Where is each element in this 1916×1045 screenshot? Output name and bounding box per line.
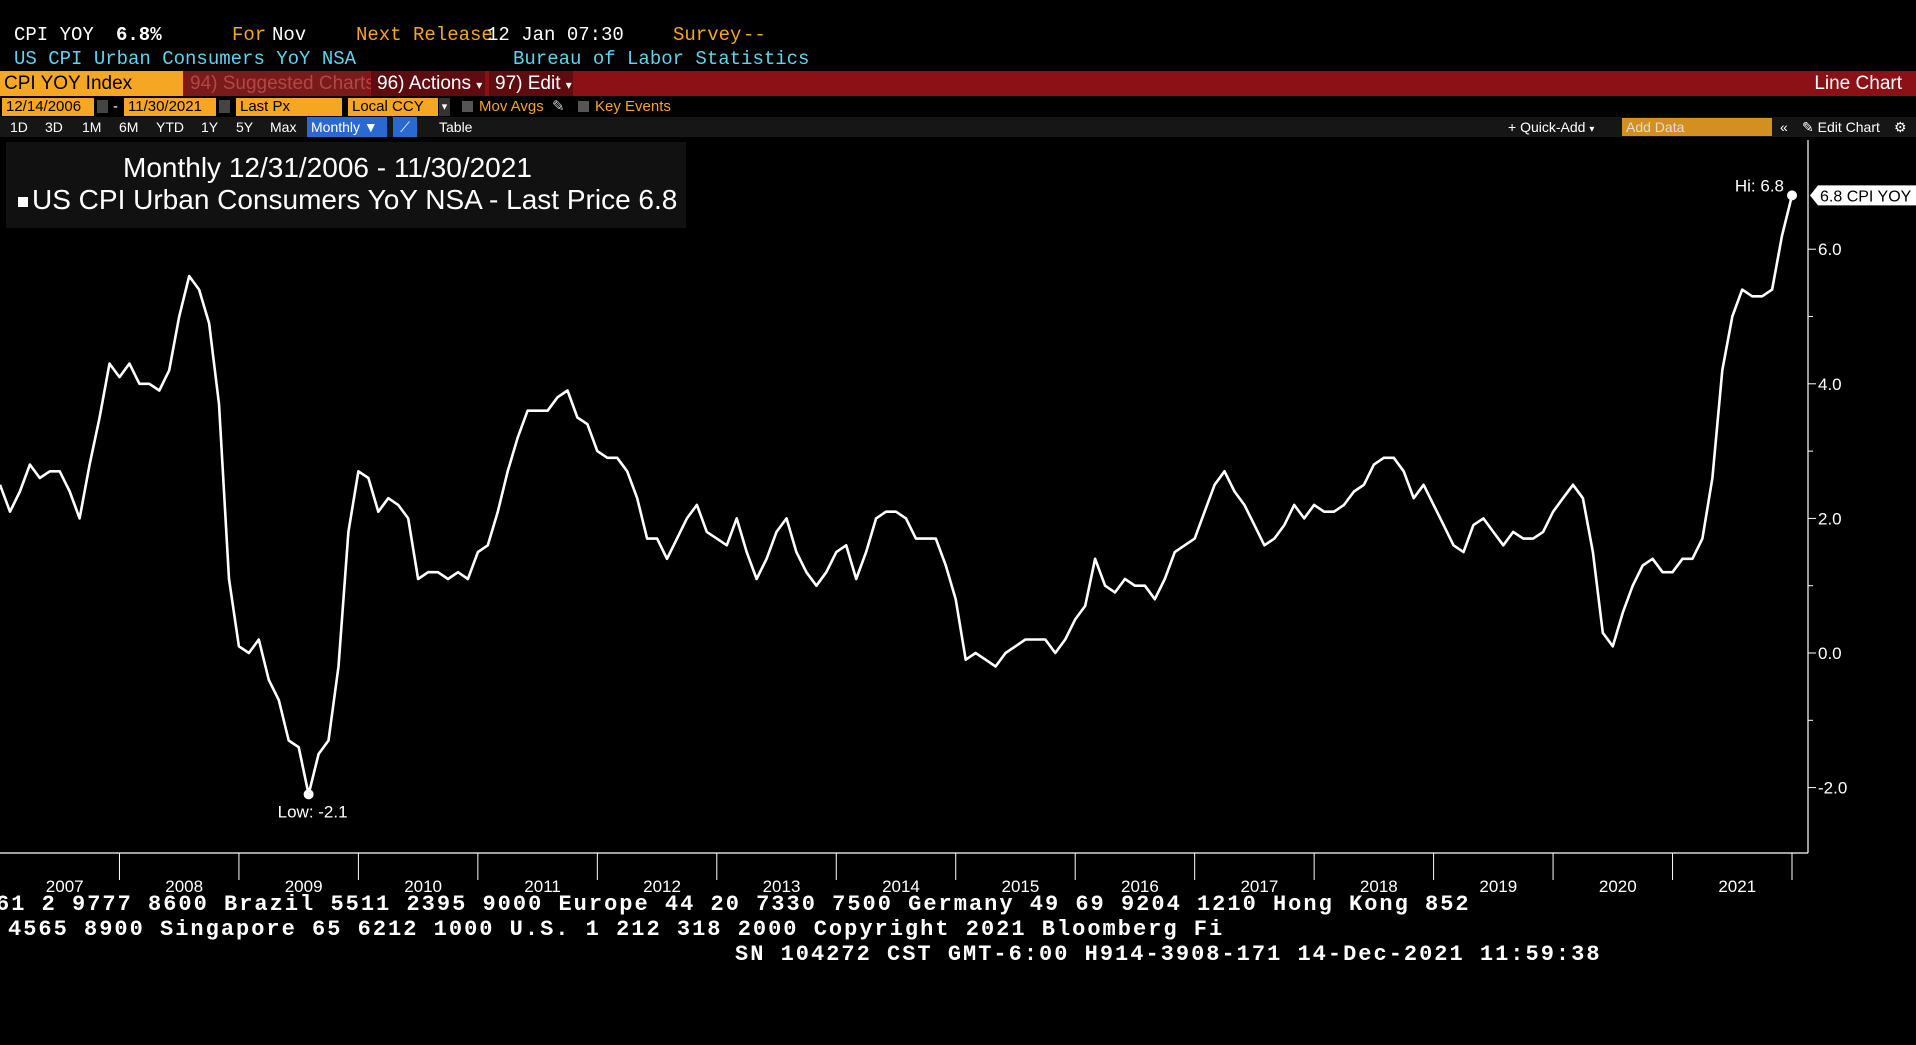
chevron-down-icon: ▾ bbox=[1589, 124, 1595, 135]
range-1d[interactable]: 1D bbox=[10, 119, 28, 135]
x-tick-label: 2010 bbox=[404, 877, 442, 896]
range-3d[interactable]: 3D bbox=[45, 119, 63, 135]
range-1y[interactable]: 1Y bbox=[201, 119, 219, 135]
x-tick-label: 2008 bbox=[165, 877, 203, 896]
x-tick-label: 2012 bbox=[643, 877, 681, 896]
range-1m[interactable]: 1M bbox=[82, 119, 102, 135]
x-tick-label: 2019 bbox=[1479, 877, 1517, 896]
suggested-charts-button[interactable]: 94) Suggested Charts bbox=[186, 71, 375, 96]
series-swatch bbox=[18, 196, 28, 207]
low-annotation: Low: -2.1 bbox=[278, 802, 348, 821]
chart-type-label[interactable]: Line Chart bbox=[1814, 73, 1902, 94]
legend-title: Monthly 12/31/2006 - 11/30/2021 bbox=[123, 152, 532, 183]
key-events-label: Key Events bbox=[595, 98, 671, 115]
gear-icon[interactable]: ⚙ bbox=[1894, 119, 1907, 135]
x-tick-label: 2020 bbox=[1599, 877, 1637, 896]
calendar-icon[interactable] bbox=[97, 100, 108, 113]
legend-series-label: US CPI Urban Consumers YoY NSA - Last Pr… bbox=[32, 184, 678, 215]
currency-select[interactable]: Local CCY bbox=[348, 98, 438, 116]
for-label: For bbox=[232, 24, 267, 46]
add-data-input[interactable]: Add Data bbox=[1622, 118, 1772, 136]
key-events-checkbox[interactable] bbox=[578, 101, 589, 112]
series-description: US CPI Urban Consumers YoY NSA bbox=[14, 48, 357, 70]
end-date-input[interactable]: 11/30/2021 bbox=[124, 98, 216, 116]
date-separator: - bbox=[113, 98, 118, 115]
next-release-value: 12 Jan 07:30 bbox=[487, 24, 624, 46]
x-tick-label: 2007 bbox=[46, 877, 84, 896]
legend: Monthly 12/31/2006 - 11/30/2021 US CPI U… bbox=[6, 142, 686, 228]
line-chart-icon[interactable]: ⟋ bbox=[393, 117, 417, 137]
chevron-down-icon: ▾ bbox=[476, 78, 483, 92]
chevron-down-icon: ▾ bbox=[565, 78, 572, 92]
pencil-icon: ✎ bbox=[1802, 119, 1814, 135]
edit-menu[interactable]: 97) Edit ▾ bbox=[489, 71, 573, 96]
cpi-yoy-series-line bbox=[0, 195, 1794, 796]
y-tick-label: 0.0 bbox=[1818, 644, 1842, 663]
chevron-down-icon: ▼ bbox=[363, 119, 378, 135]
ticker-label: CPI YOY bbox=[14, 24, 94, 46]
low-point bbox=[303, 789, 314, 800]
range-6m[interactable]: 6M bbox=[119, 119, 139, 135]
period-select[interactable]: Monthly ▼ bbox=[307, 117, 387, 137]
x-tick-label: 2016 bbox=[1121, 877, 1159, 896]
hi-annotation: Hi: 6.8 bbox=[1735, 176, 1784, 195]
x-tick-label: 2017 bbox=[1240, 877, 1278, 896]
quick-add-label: + Quick-Add bbox=[1508, 119, 1586, 135]
actions-label: 96) Actions bbox=[377, 73, 471, 94]
last-value: 6.8% bbox=[116, 24, 162, 46]
y-tick-label: 4.0 bbox=[1818, 375, 1842, 394]
range-max[interactable]: Max bbox=[270, 119, 297, 135]
line-chart[interactable]: 6.0 4.0 2.0 0.0 -2.0 2007 2008 2009 2010 2011 201… bbox=[0, 140, 1916, 1045]
period-label: Monthly bbox=[311, 119, 361, 135]
footer-line-2: 4565 8900 Singapore 65 6212 1000 U.S. 1 … bbox=[8, 917, 1225, 942]
actions-menu[interactable]: 96) Actions ▾ bbox=[371, 71, 485, 96]
x-tick-label: 2015 bbox=[1002, 877, 1040, 896]
edit-chart-button[interactable]: ✎ Edit Chart bbox=[1802, 117, 1880, 137]
security-field[interactable]: CPI YOY Index bbox=[0, 71, 183, 96]
footer-line-3: SN 104272 CST GMT-6:00 H914-3908-171 14-… bbox=[735, 942, 1602, 967]
x-tick-label: 2021 bbox=[1718, 877, 1756, 896]
mov-avgs-checkbox[interactable] bbox=[462, 101, 473, 112]
field-select[interactable]: Last Px bbox=[236, 98, 342, 116]
survey-value: -- bbox=[743, 24, 766, 46]
last-price-tag-label: 6.8 CPI YOY bbox=[1820, 188, 1912, 205]
range-ytd[interactable]: YTD bbox=[156, 119, 184, 135]
x-tick-label: 2014 bbox=[882, 877, 920, 896]
table-button[interactable]: Table bbox=[439, 119, 473, 135]
next-release-label: Next Release bbox=[356, 24, 493, 46]
hi-point bbox=[1787, 190, 1797, 201]
footer-line-1: 61 2 9777 8600 Brazil 5511 2395 9000 Eur… bbox=[0, 892, 1471, 917]
range-bar bbox=[0, 117, 1916, 137]
calendar-icon[interactable] bbox=[219, 100, 230, 113]
x-tick-label: 2011 bbox=[524, 877, 561, 896]
collapse-icon[interactable]: « bbox=[1780, 119, 1788, 135]
y-tick-label: 2.0 bbox=[1818, 509, 1842, 528]
start-date-input[interactable]: 12/14/2006 bbox=[2, 98, 94, 116]
legend-series: US CPI Urban Consumers YoY NSA - Last Pr… bbox=[18, 184, 677, 216]
chevron-down-icon[interactable]: ▾ bbox=[439, 98, 450, 116]
for-value: Nov bbox=[272, 24, 307, 46]
survey-label: Survey bbox=[673, 24, 742, 46]
pencil-icon[interactable]: ✎ bbox=[552, 98, 565, 115]
y-tick-label: -2.0 bbox=[1818, 779, 1847, 798]
quick-add-button[interactable]: + Quick-Add ▾ bbox=[1508, 117, 1594, 137]
last-price-tag bbox=[1810, 185, 1916, 206]
range-5y[interactable]: 5Y bbox=[236, 119, 254, 135]
x-tick-label: 2009 bbox=[285, 877, 323, 896]
edit-chart-label: Edit Chart bbox=[1817, 119, 1880, 135]
x-tick-label: 2018 bbox=[1360, 877, 1398, 896]
y-tick-label: 6.0 bbox=[1818, 240, 1842, 259]
mov-avgs-label: Mov Avgs bbox=[479, 98, 544, 115]
data-source: Bureau of Labor Statistics bbox=[513, 48, 810, 70]
edit-label: 97) Edit bbox=[495, 73, 561, 94]
x-tick-label: 2013 bbox=[763, 877, 801, 896]
